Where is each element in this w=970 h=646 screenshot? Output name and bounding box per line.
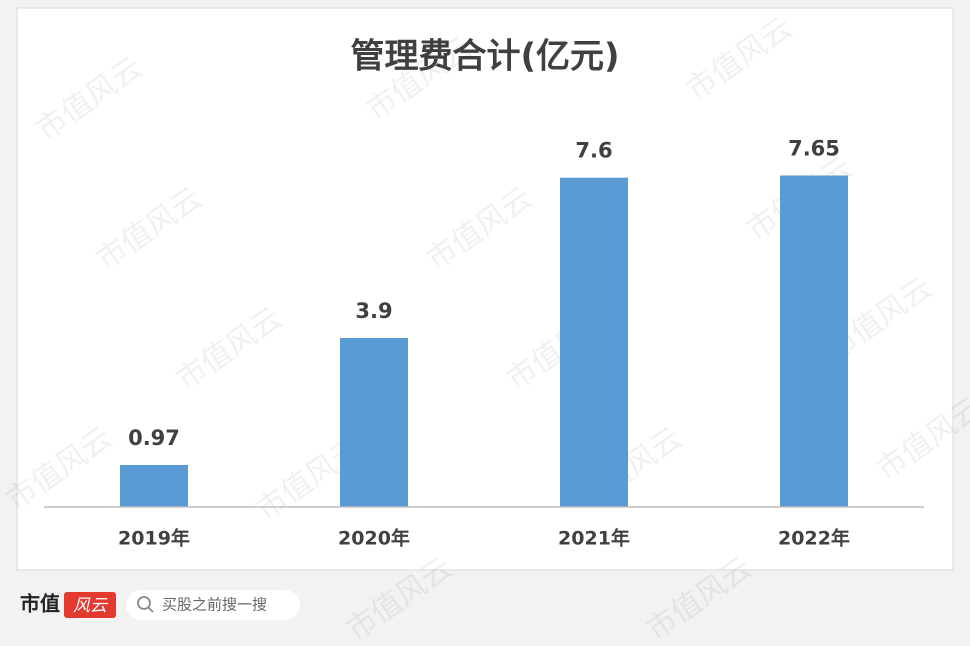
search-placeholder: 买股之前搜一搜 bbox=[162, 596, 267, 614]
x-tick-label: 2021年 bbox=[558, 527, 630, 550]
x-tick-label: 2022年 bbox=[778, 527, 850, 550]
x-tick-label: 2020年 bbox=[338, 527, 410, 550]
x-tick-label: 2019年 bbox=[118, 527, 190, 550]
brand-mark: 风云 bbox=[73, 596, 109, 616]
bar bbox=[780, 175, 848, 507]
data-label: 0.97 bbox=[128, 426, 180, 450]
brand: 市值 bbox=[20, 592, 60, 616]
data-label: 7.6 bbox=[575, 139, 612, 163]
bar bbox=[560, 177, 628, 507]
data-label: 7.65 bbox=[788, 137, 840, 161]
brand-badge bbox=[64, 592, 116, 618]
search-icon bbox=[137, 596, 151, 610]
search-box[interactable] bbox=[126, 590, 300, 620]
bar bbox=[340, 338, 408, 507]
bar bbox=[120, 464, 188, 507]
chart-title: 管理费合计(亿元) bbox=[350, 37, 619, 77]
search-icon-handle bbox=[147, 606, 154, 613]
data-label: 3.9 bbox=[355, 299, 392, 323]
